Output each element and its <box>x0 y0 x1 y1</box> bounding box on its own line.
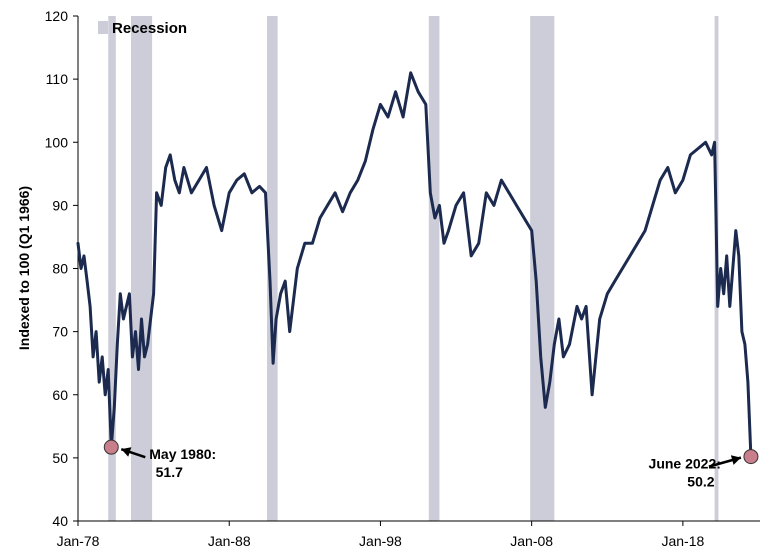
annotation-arrowhead-1 <box>730 455 741 465</box>
annotations: May 1980: 51.7 June 2022: 50.2 <box>103 439 759 490</box>
x-tick-label-2: Jan-98 <box>359 533 402 549</box>
annotation-label-0-line-1: 51.7 <box>156 464 183 480</box>
annotation-marker-1 <box>743 449 759 465</box>
annotation-label-1-line-1: 50.2 <box>687 474 714 490</box>
recession-band-1 <box>130 16 153 521</box>
y-tick-label-2: 60 <box>52 387 68 403</box>
x-tick-label-3: Jan-08 <box>510 533 553 549</box>
legend-label: Recession <box>112 20 187 37</box>
recession-band-2 <box>267 16 278 521</box>
x-tick-label-4: Jan-18 <box>661 533 704 549</box>
y-axis-title: Indexed to 100 (Q1 1966) <box>16 186 32 350</box>
legend: Recession <box>98 20 187 37</box>
annotation-marker-0 <box>103 439 119 455</box>
y-tick-label-6: 100 <box>45 134 69 150</box>
y-tick-label-1: 50 <box>52 450 68 466</box>
y-tick-label-3: 70 <box>52 324 68 340</box>
y-tick-label-8: 120 <box>45 8 69 24</box>
y-tick-label-7: 110 <box>46 71 69 87</box>
y-tick-label-5: 90 <box>52 197 68 213</box>
y-tick-label-4: 80 <box>52 261 68 277</box>
annotation-arrowhead-0 <box>121 447 132 457</box>
y-tick-label-0: 40 <box>52 513 68 529</box>
annotation-label-1-line-0: June 2022: <box>649 456 721 472</box>
legend-swatch <box>98 21 108 34</box>
series-line-0 <box>76 71 753 459</box>
x-tick-label-0: Jan-78 <box>57 533 100 549</box>
x-tick-label-1: Jan-88 <box>208 533 251 549</box>
recession-band-0 <box>108 16 116 521</box>
recession-band-3 <box>428 16 440 521</box>
y-ticks: 40 50 60 70 80 90 100 110 120 <box>45 8 78 529</box>
x-ticks: Jan-78 Jan-88 Jan-98 Jan-08 Jan-18 <box>57 521 704 549</box>
annotation-label-0-line-0: May 1980: <box>149 446 216 462</box>
series <box>76 71 753 459</box>
